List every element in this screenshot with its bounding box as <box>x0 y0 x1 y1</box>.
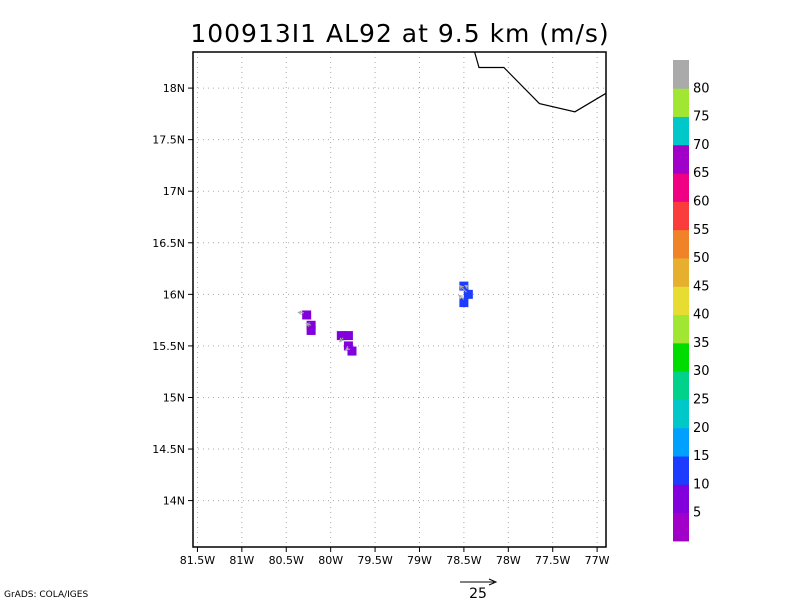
wind-vector <box>458 294 465 300</box>
colorbar-swatch <box>673 144 689 174</box>
x-tick-label: 78.5W <box>446 554 481 567</box>
wind-speed-cell <box>459 281 469 291</box>
colorbar-label: 45 <box>693 279 710 294</box>
reference-vector-head <box>488 578 498 586</box>
y-tick-label: 17.5N <box>152 134 185 147</box>
reference-vector: 25 <box>460 578 498 600</box>
wind-speed-cell <box>302 310 312 320</box>
colorbar-swatch <box>673 201 689 231</box>
colorbar-label: 5 <box>693 506 701 521</box>
wind-speed-cells <box>302 281 473 356</box>
colorbar-label: 20 <box>693 421 710 436</box>
colorbar-swatch <box>673 427 689 457</box>
y-tick-label: 17N <box>163 185 185 198</box>
wind-speed-cell <box>343 341 353 351</box>
colorbar-swatch <box>673 484 689 514</box>
wind-speed-cell <box>347 346 357 356</box>
colorbar-label: 70 <box>693 138 710 153</box>
wind-vector <box>339 337 344 343</box>
x-tick-label: 79W <box>407 554 432 567</box>
colorbar-swatch <box>673 286 689 316</box>
colorbar-label: 55 <box>693 223 710 238</box>
colorbar-label: 15 <box>693 449 710 464</box>
colorbar-swatch <box>673 456 689 485</box>
wind-speed-cell <box>336 331 346 341</box>
grads-credit: GrADS: COLA/IGES <box>4 590 88 600</box>
colorbar-swatch <box>673 173 689 202</box>
x-tick-label: 81.5W <box>180 554 215 567</box>
wind-vector <box>297 310 305 316</box>
y-tick-label: 18N <box>163 82 185 95</box>
y-tick-label: 15.5N <box>152 340 185 353</box>
coastline <box>474 51 607 113</box>
longitude-tick-labels: 81.5W 81W 80.5W 80W 79.5W 79W 78.5W 78W 77.5W 77W <box>180 547 610 567</box>
colorbar-label: 50 <box>693 251 710 266</box>
wind-vector <box>305 322 312 327</box>
colorbar-swatch <box>673 512 689 542</box>
colorbar-label: 35 <box>693 336 710 351</box>
colorbar-swatch <box>673 342 689 372</box>
colorbar-label: 80 <box>693 81 710 96</box>
colorbar-label: 75 <box>693 110 710 125</box>
wind-speed-cell <box>306 325 316 335</box>
y-tick-label: 16.5N <box>152 237 185 250</box>
x-tick-label: 80.5W <box>269 554 304 567</box>
grid-lines <box>193 52 606 547</box>
colorbar-label: 40 <box>693 308 710 323</box>
latitude-tick-labels: 14N 14.5N 15N 15.5N 16N 16.5N 17N 17.5N 18N <box>152 82 193 508</box>
wind-speed-cell <box>459 298 469 308</box>
wind-vector <box>345 345 351 351</box>
colorbar-label: 60 <box>693 194 710 209</box>
colorbar-label: 30 <box>693 364 710 379</box>
colorbar-label: 10 <box>693 477 710 492</box>
x-tick-label: 80W <box>318 554 343 567</box>
wind-speed-cell <box>463 289 473 299</box>
y-tick-label: 14N <box>163 495 185 508</box>
colorbar-swatch <box>673 314 689 344</box>
y-tick-label: 15N <box>163 391 185 404</box>
wind-vectors <box>297 284 470 351</box>
x-tick-label: 81W <box>229 554 254 567</box>
colorbar-label: 65 <box>693 166 710 181</box>
wind-speed-cell <box>343 331 353 341</box>
x-tick-label: 79.5W <box>357 554 392 567</box>
colorbar: 5 10 15 20 25 30 35 40 45 50 55 60 65 70 75 80 <box>673 60 710 542</box>
wind-vector <box>459 285 467 293</box>
y-tick-label: 14.5N <box>152 443 185 456</box>
x-tick-label: 77W <box>585 554 610 567</box>
colorbar-swatch <box>673 88 689 117</box>
colorbar-swatch <box>673 60 689 89</box>
coastline-path <box>474 51 607 113</box>
x-tick-label: 78W <box>496 554 521 567</box>
colorbar-swatch <box>673 116 689 146</box>
colorbar-label: 25 <box>693 393 710 408</box>
plot-title: 100913I1 AL92 at 9.5 km (m/s) <box>190 19 609 48</box>
colorbar-swatch <box>673 229 689 259</box>
x-tick-label: 77.5W <box>535 554 570 567</box>
y-tick-label: 16N <box>163 288 185 301</box>
colorbar-swatch <box>673 258 689 287</box>
map-frame <box>192 51 607 548</box>
reference-vector-label: 25 <box>469 586 487 600</box>
colorbar-swatch <box>673 371 689 400</box>
wind-vector <box>464 284 470 290</box>
colorbar-swatch <box>673 399 689 429</box>
